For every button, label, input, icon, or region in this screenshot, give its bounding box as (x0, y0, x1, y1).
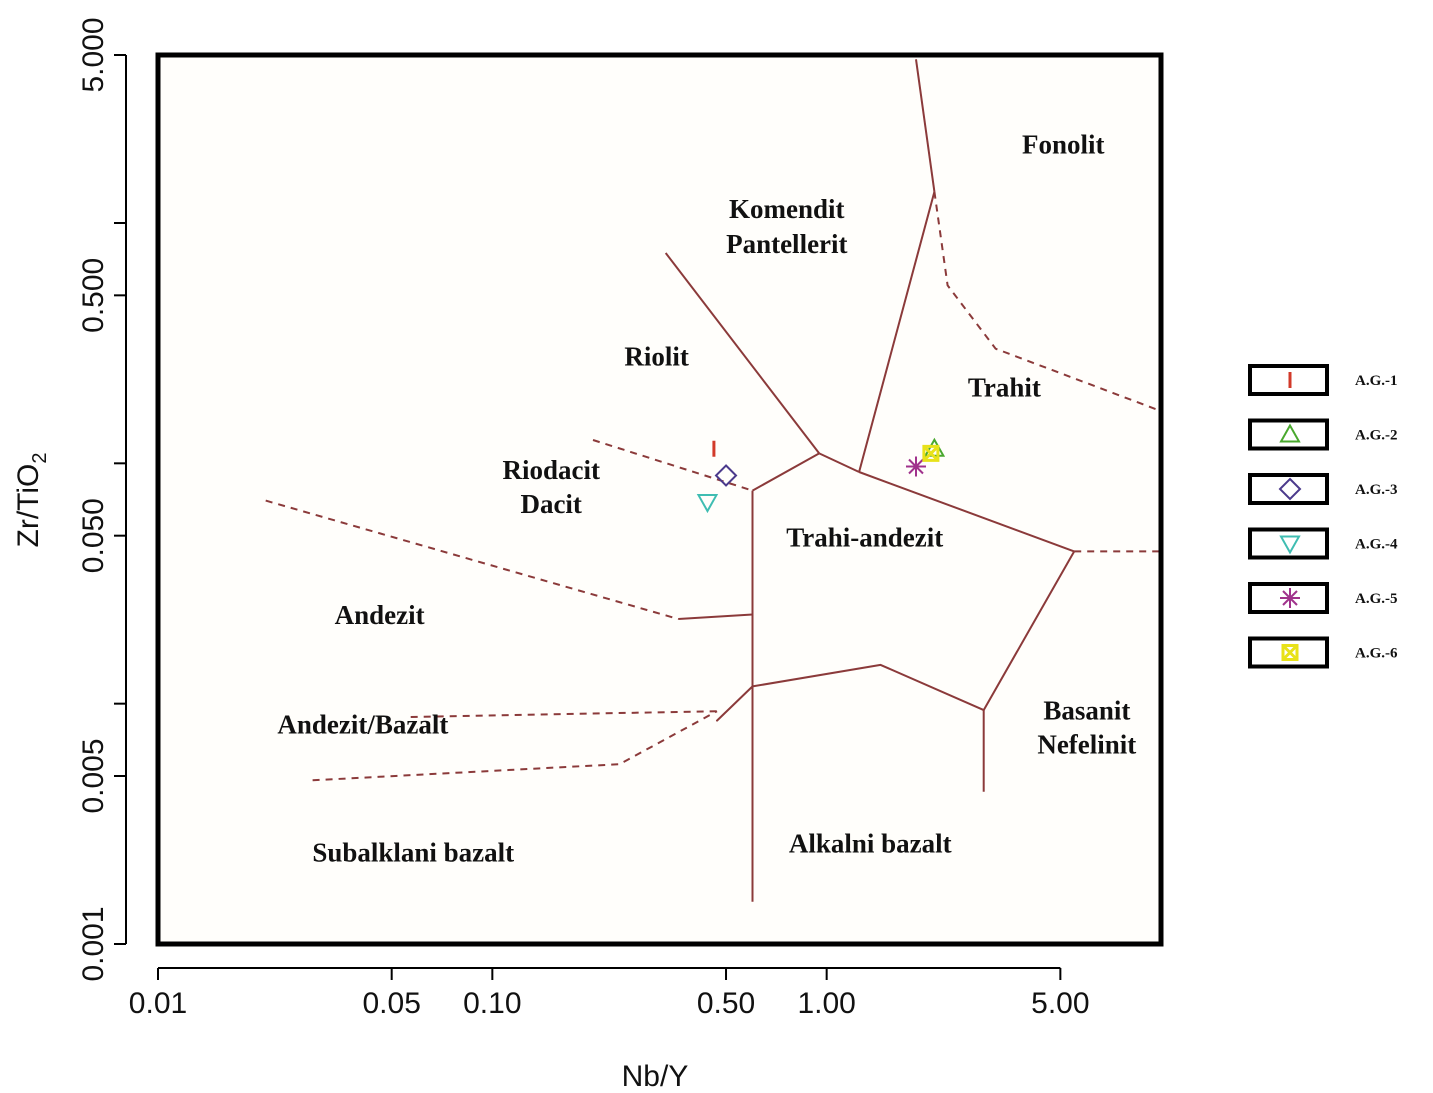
region-label: Komendit (729, 194, 845, 224)
legend-box (1248, 418, 1329, 451)
region-labels: Fonolit Komendit Pantellerit Riolit Trahit Ri… (277, 129, 1136, 867)
legend-item-1: A.G.-1 (1248, 364, 1398, 396)
data-points (696, 437, 946, 514)
legend-marker (1281, 644, 1299, 661)
legend-item-2: A.G.-2 (1248, 418, 1398, 451)
legend: A.G.-1 A.G.-2 A.G.-3 A.G.-4 A.G.-5 A.G.-6 (1248, 364, 1398, 669)
region-label: Dacit (520, 489, 581, 519)
y-tick-label: 0.500 (77, 258, 110, 333)
region-label: Subalklani bazalt (312, 838, 514, 868)
region-label: Trahit (968, 372, 1041, 402)
legend-label: A.G.-6 (1355, 646, 1398, 662)
x-axis: 0.01 0.05 0.10 0.50 1.00 5.00 (129, 967, 1090, 1020)
solid-boundary-5 (858, 471, 1075, 553)
region-label: Riolit (624, 342, 689, 372)
region-label: Pantellerit (726, 229, 847, 259)
y-axis: 0.001 0.005 0.050 0.500 5.000 (77, 17, 127, 982)
data-point-4 (696, 494, 719, 514)
data-point-5 (905, 456, 926, 477)
data-point-6 (922, 444, 940, 462)
legend-label: A.G.-4 (1355, 537, 1398, 553)
dashed-boundary-3 (312, 710, 718, 782)
region-label: Basanit (1043, 695, 1130, 725)
solid-boundary-1 (752, 452, 820, 492)
region-label: Trahi-andezit (786, 523, 943, 553)
x-tick-label: 0.50 (697, 987, 755, 1020)
x-tick-label: 0.05 (362, 987, 420, 1020)
region-label: Fonolit (1022, 129, 1105, 159)
plot-frame (155, 52, 1164, 947)
legend-item-4: A.G.-4 (1248, 527, 1398, 560)
legend-box (1248, 582, 1329, 614)
region-label: Nefelinit (1037, 730, 1136, 760)
y-tick-label: 5.000 (77, 17, 110, 92)
legend-box (1248, 473, 1329, 505)
y-tick-label: 0.050 (77, 498, 110, 573)
y-tick-label: 0.001 (77, 906, 110, 981)
region-label: Alkalni bazalt (789, 829, 952, 859)
x-axis-title: Nb/Y (622, 1060, 689, 1093)
y-axis-title-subscript: 2 (29, 453, 51, 464)
legend-marker (1279, 423, 1301, 443)
solid-boundary-3 (858, 191, 936, 473)
solid-boundaries (664, 59, 1076, 902)
legend-item-3: A.G.-3 (1248, 473, 1398, 505)
legend-label: A.G.-5 (1355, 591, 1398, 607)
legend-marker (1278, 477, 1302, 501)
y-axis-title: Zr/TiO2 (12, 453, 51, 548)
data-point-3 (714, 464, 738, 487)
plot-background (158, 55, 1161, 944)
legend-label: A.G.-2 (1355, 428, 1398, 444)
region-label: Andezit/Bazalt (277, 710, 448, 740)
legend-marker (1279, 535, 1301, 555)
legend-item-5: A.G.-5 (1248, 582, 1398, 614)
dashed-boundary-5 (933, 191, 1162, 413)
y-axis-title-main: Zr/TiO (12, 464, 45, 548)
solid-boundary-9 (716, 550, 1076, 722)
x-tick-label: 5.00 (1031, 987, 1089, 1020)
legend-box (1248, 527, 1329, 560)
dashed-boundary-1 (265, 499, 679, 620)
x-tick-label: 0.01 (129, 987, 187, 1020)
solid-boundary-8 (678, 613, 753, 620)
solid-boundary-0 (664, 252, 820, 455)
region-label: Andezit (335, 600, 425, 630)
y-tick-label: 0.005 (77, 738, 110, 813)
x-tick-label: 1.00 (797, 987, 855, 1020)
solid-boundary-4 (818, 452, 860, 473)
legend-label: A.G.-1 (1355, 373, 1398, 389)
dashed-boundary-0 (592, 439, 753, 492)
legend-box (1248, 636, 1329, 669)
legend-label: A.G.-3 (1355, 482, 1398, 498)
x-tick-label: 0.10 (463, 987, 521, 1020)
legend-box (1248, 364, 1329, 396)
solid-boundary-2 (915, 59, 936, 192)
legend-marker (1280, 588, 1300, 608)
dashed-boundaries (265, 191, 1162, 782)
legend-item-6: A.G.-6 (1248, 636, 1398, 669)
region-label: Riodacit (502, 455, 600, 485)
